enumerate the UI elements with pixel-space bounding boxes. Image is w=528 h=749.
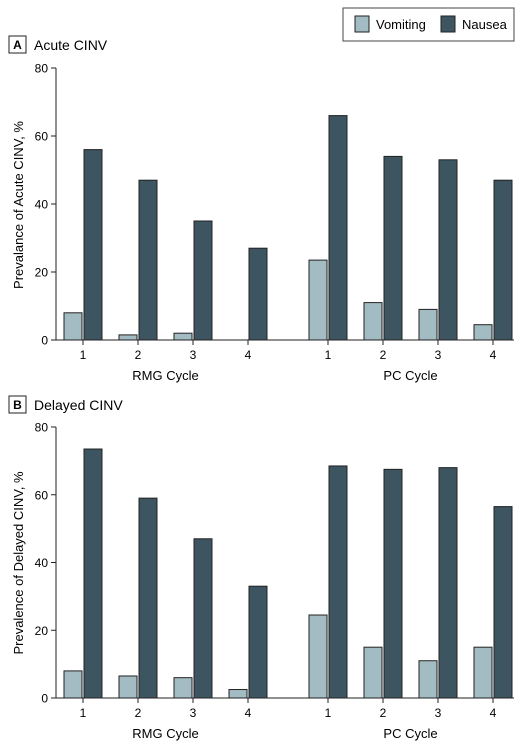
y-axis-label: Prevalance of Acute CINV, % — [11, 121, 26, 289]
y-tick-label: 60 — [35, 488, 49, 502]
bar-vomiting — [308, 614, 328, 699]
panel-title: Delayed CINV — [34, 397, 123, 413]
legend-label-nausea: Nausea — [462, 17, 508, 32]
x-tick-label: 2 — [135, 348, 142, 362]
legend-label-vomiting: Vomiting — [376, 17, 426, 32]
bar-nausea — [493, 179, 513, 341]
bar-nausea — [83, 149, 103, 341]
bar-vomiting — [118, 675, 138, 699]
legend-box — [342, 7, 515, 42]
bar-vomiting — [63, 312, 83, 341]
bar-nausea — [138, 497, 158, 699]
legend-swatch-nausea — [440, 15, 456, 33]
bar-nausea — [383, 468, 403, 699]
y-tick-label: 40 — [35, 556, 49, 570]
bar-vomiting — [63, 670, 83, 699]
legend: Vomiting Nausea — [342, 7, 515, 42]
x-tick-label: 2 — [380, 348, 387, 362]
bar-vomiting — [418, 308, 438, 341]
bar-nausea — [193, 220, 213, 341]
bar-nausea — [328, 115, 348, 341]
group-label: RMG Cycle — [132, 726, 198, 741]
x-tick-label: 3 — [190, 348, 197, 362]
plot-area: 0 20 40 60 80 1 2 3 4 RMG Cycle 1 2 3 4 PC Cycle — [35, 421, 514, 741]
group-label: RMG Cycle — [132, 368, 198, 383]
bar-vomiting — [118, 334, 138, 341]
y-axis-label: Prevalence of Delayed CINV, % — [11, 471, 26, 655]
y-tick-label: 0 — [41, 334, 48, 348]
bar-nausea — [493, 506, 513, 699]
y-tick-label: 80 — [35, 62, 49, 76]
plot-area: 0 20 40 60 80 1 2 3 4 RMG Cycle 1 2 3 4 PC Cycle — [35, 62, 514, 383]
bar-nausea — [248, 247, 268, 341]
panel-letter-box — [8, 35, 27, 54]
panel-delayed-cinv: B Delayed CINV Prevalence of Delayed CIN… — [8, 395, 514, 741]
bar-nausea — [328, 465, 348, 699]
group-label: PC Cycle — [383, 368, 437, 383]
panel-title: Acute CINV — [34, 37, 108, 53]
group-label: PC Cycle — [383, 726, 437, 741]
panel-letter-box — [8, 395, 27, 414]
bar-nausea — [383, 155, 403, 341]
bar-nausea — [248, 585, 268, 699]
y-tick-label: 0 — [41, 692, 48, 706]
x-tick-label: 3 — [435, 706, 442, 720]
bar-nausea — [193, 538, 213, 699]
bar-vomiting — [473, 646, 493, 699]
panel-letter: A — [13, 38, 22, 52]
bar-nausea — [438, 159, 458, 341]
bar-vomiting — [473, 324, 493, 341]
x-tick-label: 1 — [80, 348, 87, 362]
panel-letter: B — [13, 398, 22, 412]
x-tick-label: 4 — [245, 706, 252, 720]
bar-vomiting — [308, 259, 328, 341]
y-tick-label: 80 — [35, 421, 49, 435]
bar-vomiting — [363, 302, 383, 341]
bar-vomiting — [418, 660, 438, 699]
x-tick-label: 1 — [325, 706, 332, 720]
y-tick-label: 40 — [35, 198, 49, 212]
x-tick-label: 4 — [245, 348, 252, 362]
x-tick-label: 2 — [135, 706, 142, 720]
x-tick-label: 1 — [325, 348, 332, 362]
bar-nausea — [83, 448, 103, 699]
x-tick-label: 2 — [380, 706, 387, 720]
x-tick-label: 3 — [435, 348, 442, 362]
panel-acute-cinv: A Acute CINV Prevalance of Acute CINV, %… — [8, 35, 514, 383]
x-tick-label: 4 — [490, 706, 497, 720]
bar-vomiting — [228, 689, 248, 699]
x-tick-label: 4 — [490, 348, 497, 362]
x-tick-label: 1 — [80, 706, 87, 720]
y-tick-label: 60 — [35, 130, 49, 144]
y-tick-label: 20 — [35, 266, 49, 280]
bar-nausea — [138, 179, 158, 341]
bar-vomiting — [173, 677, 193, 699]
y-tick-label: 20 — [35, 624, 49, 638]
bar-vomiting — [363, 646, 383, 699]
x-tick-label: 3 — [190, 706, 197, 720]
bar-nausea — [438, 467, 458, 699]
legend-swatch-vomiting — [354, 15, 370, 33]
bar-vomiting — [173, 332, 193, 341]
